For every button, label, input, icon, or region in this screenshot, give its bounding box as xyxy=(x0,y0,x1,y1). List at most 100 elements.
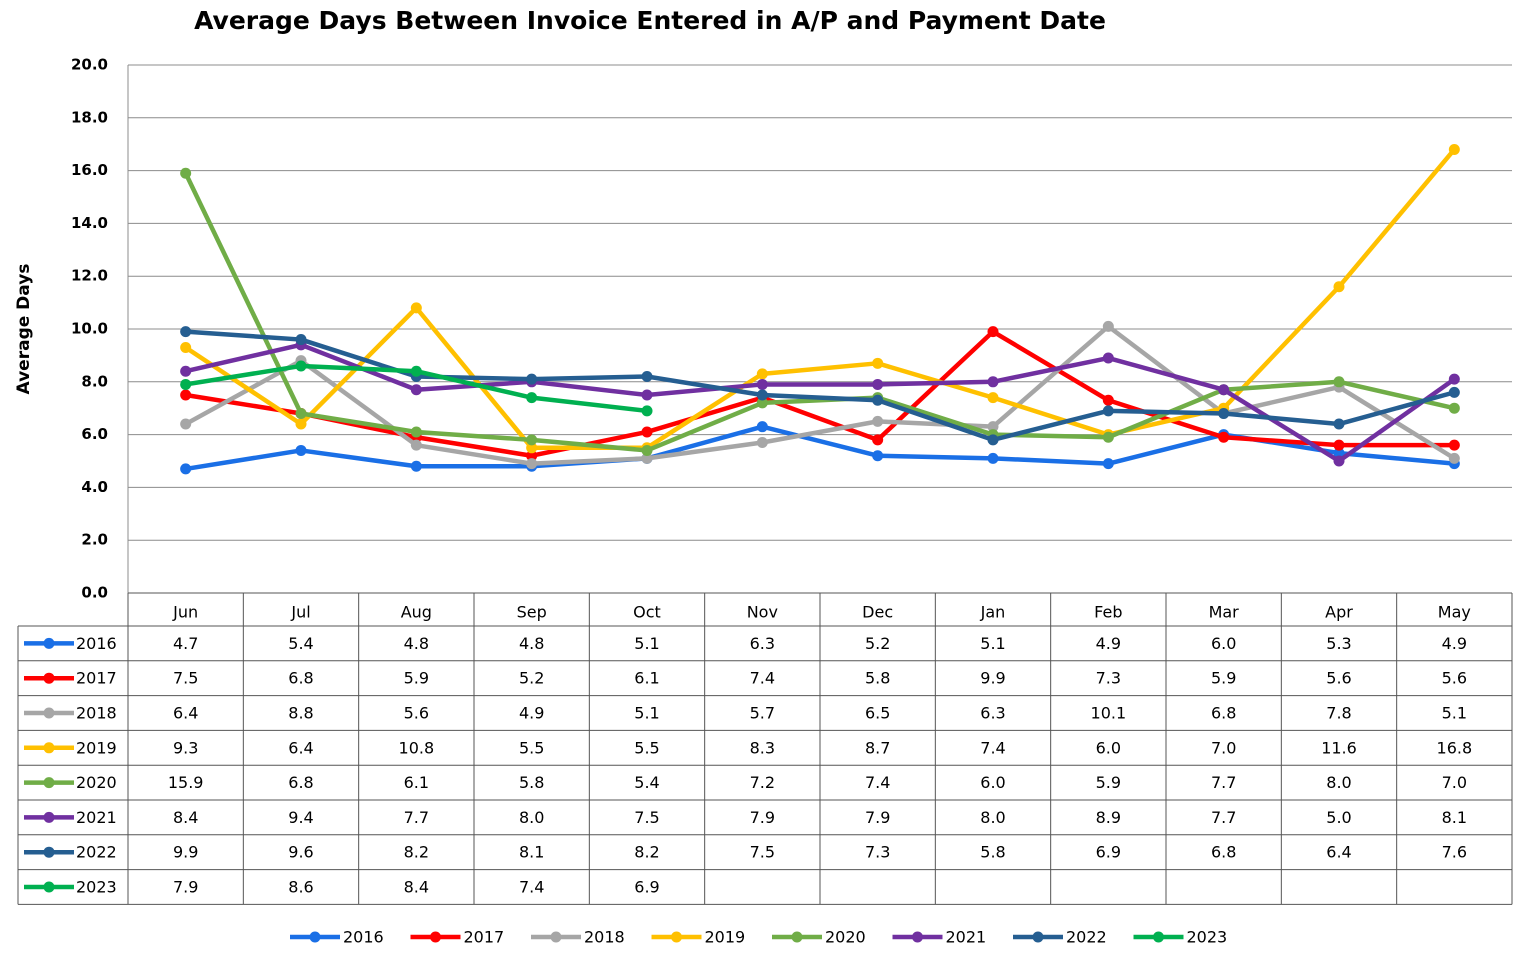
table-cell: 5.9 xyxy=(404,669,429,688)
table-cell: 8.1 xyxy=(1442,808,1467,827)
point xyxy=(180,389,192,401)
table-cell: 6.4 xyxy=(288,738,313,757)
table-cell: 7.9 xyxy=(865,808,890,827)
table-cell: 7.9 xyxy=(173,878,198,897)
y-tick-label: 16.0 xyxy=(71,161,108,179)
point xyxy=(295,444,307,456)
table-cell: 8.4 xyxy=(173,808,198,827)
table-cell: 5.7 xyxy=(750,704,775,723)
table-cell: 6.8 xyxy=(288,773,313,792)
table-cell: 6.3 xyxy=(980,704,1005,723)
legend-key xyxy=(1032,931,1044,943)
legend-label: 2023 xyxy=(1187,928,1228,947)
point xyxy=(180,167,192,179)
point xyxy=(410,384,422,396)
table-cell: 7.7 xyxy=(1211,773,1236,792)
legend-label: 2016 xyxy=(343,928,384,947)
table-cell: 7.9 xyxy=(750,808,775,827)
table-cell: 6.8 xyxy=(1211,843,1236,862)
table-cell: 8.2 xyxy=(634,843,659,862)
point xyxy=(1333,455,1345,467)
legend-key xyxy=(912,931,923,943)
legend-key xyxy=(43,672,55,684)
table-cell: 7.0 xyxy=(1442,773,1467,792)
legend-key xyxy=(1153,931,1164,943)
table-cell: 6.0 xyxy=(1211,634,1236,653)
table-cell: 8.6 xyxy=(288,878,313,897)
point xyxy=(1218,384,1230,396)
table-cell: 9.9 xyxy=(173,843,198,862)
table-row-label: 2017 xyxy=(76,669,117,688)
table-cell: 4.7 xyxy=(173,634,198,653)
point xyxy=(756,437,768,449)
x-tick-label: Sep xyxy=(517,603,547,622)
table-cell: 4.8 xyxy=(519,634,544,653)
point xyxy=(180,418,192,430)
point xyxy=(641,371,653,383)
legend-key xyxy=(43,742,55,754)
point xyxy=(526,373,538,385)
table-cell: 8.3 xyxy=(750,738,775,757)
point xyxy=(872,394,884,406)
table-cell: 5.1 xyxy=(634,704,659,723)
point xyxy=(641,444,653,456)
point xyxy=(526,392,538,404)
point xyxy=(526,450,538,462)
point xyxy=(756,397,768,409)
table-cell: 7.7 xyxy=(1211,808,1236,827)
table-row-label: 2018 xyxy=(76,704,117,723)
point xyxy=(410,302,422,314)
table-cell: 6.0 xyxy=(1096,738,1121,757)
table-cell: 9.3 xyxy=(173,738,198,757)
table-cell: 8.4 xyxy=(404,878,429,897)
point xyxy=(1448,143,1460,155)
legend-key xyxy=(671,931,682,943)
table-cell: 5.9 xyxy=(1096,773,1121,792)
point xyxy=(295,418,307,430)
point xyxy=(1102,405,1114,417)
table-cell: 4.9 xyxy=(519,704,544,723)
table-cell: 10.1 xyxy=(1091,704,1127,723)
point xyxy=(295,334,307,346)
table-cell: 7.4 xyxy=(519,878,544,897)
point xyxy=(180,463,192,475)
point xyxy=(1102,394,1114,406)
point xyxy=(756,421,768,433)
point xyxy=(180,365,192,377)
point xyxy=(1218,407,1230,419)
point xyxy=(180,378,192,390)
table-cell: 15.9 xyxy=(168,773,204,792)
point xyxy=(641,426,653,438)
x-tick-label: Apr xyxy=(1325,603,1353,622)
table-cell: 5.9 xyxy=(1211,669,1236,688)
point xyxy=(1102,352,1114,364)
y-tick-label: 6.0 xyxy=(81,425,108,443)
table-cell: 5.6 xyxy=(1326,669,1351,688)
table-cell: 5.0 xyxy=(1326,808,1351,827)
table-cell: 6.4 xyxy=(1326,843,1351,862)
table-row-label: 2020 xyxy=(76,773,117,792)
table-cell: 8.7 xyxy=(865,738,890,757)
point xyxy=(756,389,768,401)
legend-key xyxy=(309,931,321,943)
table-cell: 5.6 xyxy=(1442,669,1467,688)
table-cell: 6.4 xyxy=(173,704,198,723)
table-cell: 16.8 xyxy=(1437,738,1473,757)
table-cell: 8.9 xyxy=(1096,808,1121,827)
table-cell: 6.1 xyxy=(404,773,429,792)
legend-key xyxy=(550,931,562,943)
x-tick-label: Mar xyxy=(1209,603,1240,622)
x-tick-label: Aug xyxy=(401,603,432,622)
table-cell: 5.2 xyxy=(865,634,890,653)
table-cell: 8.1 xyxy=(519,843,544,862)
x-tick-label: Jan xyxy=(980,603,1006,622)
point xyxy=(410,460,422,472)
table-cell: 10.8 xyxy=(399,738,435,757)
point xyxy=(1448,386,1460,398)
table-cell: 6.1 xyxy=(634,669,659,688)
y-tick-label: 4.0 xyxy=(81,478,108,496)
legend-key xyxy=(43,881,55,893)
table-row-label: 2022 xyxy=(76,843,117,862)
table-row-label: 2016 xyxy=(76,634,117,653)
table-cell: 5.3 xyxy=(1326,634,1351,653)
